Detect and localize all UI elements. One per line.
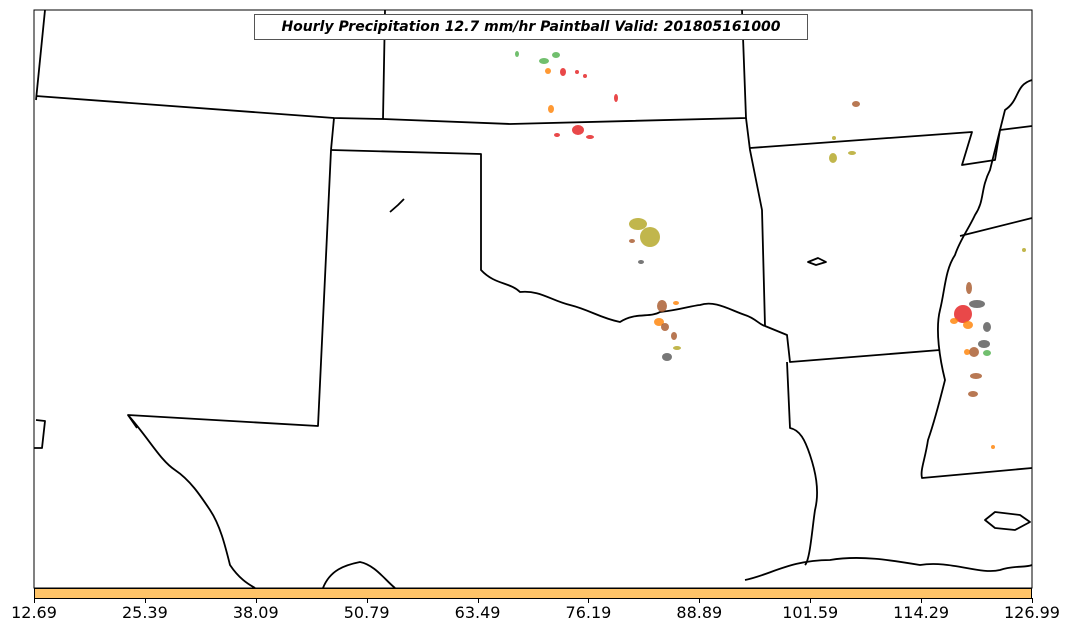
paintball-blob [829, 153, 837, 163]
paintball-blob [970, 373, 982, 379]
paintball-blob [950, 318, 958, 324]
colorbar-tick-mark [255, 598, 257, 603]
paintball-blob [963, 321, 973, 329]
paintball-blob [673, 301, 679, 305]
colorbar-tick-label: 25.39 [121, 603, 168, 622]
colorbar-tick-label: 12.69 [11, 603, 57, 622]
paintball-blob [586, 135, 594, 139]
paintball-blob [552, 52, 560, 58]
paintball-blob [978, 340, 990, 348]
paintball-blob [966, 282, 972, 294]
paintball-blob [671, 332, 677, 340]
precipitation-paintballs [515, 51, 1026, 449]
paintball-blob [968, 391, 978, 397]
paintball-blob [629, 239, 635, 243]
paintball-blob [852, 101, 860, 107]
paintball-blob [614, 94, 618, 102]
paintball-blob [548, 105, 554, 113]
paintball-blob [640, 227, 660, 247]
colorbar-tick-label: 38.09 [232, 603, 279, 622]
colorbar-tick-label: 101.59 [782, 603, 839, 622]
state-borders [34, 9, 1033, 589]
paintball-blob [848, 151, 856, 155]
paintball-blob [654, 318, 664, 326]
paintball-blob [983, 350, 991, 356]
paintball-blob [832, 136, 836, 140]
paintball-blob [560, 68, 566, 76]
paintball-blob [575, 70, 579, 74]
paintball-blob [662, 353, 672, 361]
paintball-blob [1022, 248, 1026, 252]
paintball-blob [657, 300, 667, 312]
colorbar-tick-mark [588, 598, 590, 603]
colorbar [34, 588, 1032, 599]
paintball-blob [661, 323, 669, 331]
paintball-blob [583, 74, 587, 78]
paintball-blob [969, 300, 985, 308]
map-frame [33, 9, 1033, 589]
paintball-blob [515, 51, 519, 57]
paintball-blob [629, 218, 647, 230]
colorbar-tick-mark [477, 598, 479, 603]
colorbar-tick-mark [144, 598, 146, 603]
colorbar-tick-label: 63.49 [454, 603, 501, 622]
colorbar-tick-mark [34, 598, 35, 603]
colorbar-tick-label: 50.79 [343, 603, 390, 622]
paintball-blob [572, 125, 584, 135]
colorbar-tick-mark [921, 598, 923, 603]
colorbar-tick-label: 76.19 [565, 603, 612, 622]
colorbar-tick-label: 126.99 [1004, 603, 1060, 622]
paintball-blob [638, 260, 644, 264]
colorbar-tick-mark [699, 598, 701, 603]
paintball-blob [554, 133, 560, 137]
colorbar-tick-mark [1032, 598, 1033, 603]
colorbar-tick-mark [810, 598, 812, 603]
colorbar-tick-mark [366, 598, 368, 603]
paintball-blob [954, 305, 972, 323]
colorbar-tick-label: 88.89 [676, 603, 723, 622]
paintball-blob [983, 322, 991, 332]
paintball-blob [969, 347, 979, 357]
paintball-blob [673, 346, 681, 350]
map-title: Hourly Precipitation 12.7 mm/hr Paintbal… [254, 14, 808, 40]
paintball-blob [545, 68, 551, 74]
colorbar-ticks: 12.69 25.39 38.09 50.79 63.49 76.19 88.89 101.5… [0, 598, 1070, 633]
colorbar-tick-label: 114.29 [893, 603, 950, 622]
paintball-blob [539, 58, 549, 64]
paintball-blob [991, 445, 995, 449]
paintball-blob [964, 349, 970, 355]
